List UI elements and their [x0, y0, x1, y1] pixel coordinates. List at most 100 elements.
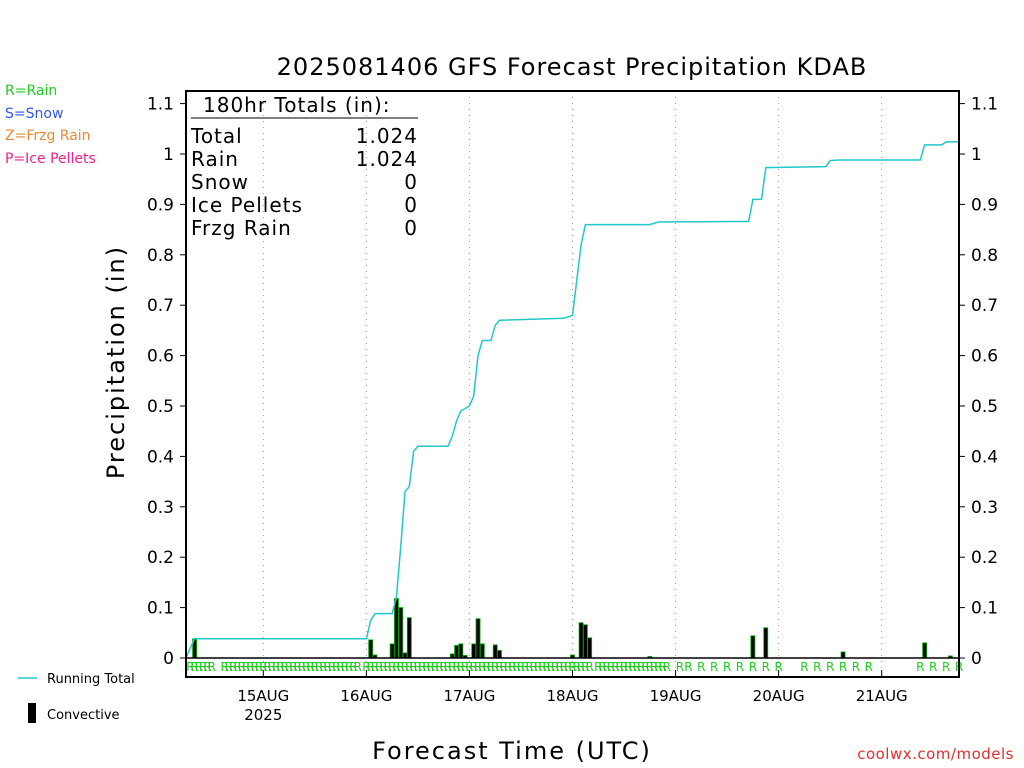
x-axis-label: Forecast Time (UTC) [372, 737, 652, 765]
totals-row-label: Rain [191, 147, 239, 171]
precip-type-marker: R [397, 660, 405, 674]
precip-type-marker: R [620, 660, 628, 674]
running-total-line [185, 141, 959, 659]
chart-title: 2025081406 GFS Forecast Precipitation KD… [277, 53, 868, 81]
precip-type-marker: R [560, 660, 568, 674]
precip-type-marker: R [276, 660, 284, 674]
convective-bar [479, 643, 485, 659]
convective-label: Convective [47, 708, 120, 723]
y-tick-label-right: 0.8 [971, 246, 998, 266]
x-tick-label: 18AUG [547, 687, 599, 705]
precip-type-marker: R [581, 660, 589, 674]
precip-type-marker: R [251, 660, 259, 674]
precip-type-marker: R [225, 660, 233, 674]
precip-type-marker: R [659, 660, 667, 674]
precip-type-marker: R [697, 660, 705, 674]
totals-row-label: Ice Pellets [191, 193, 303, 217]
y-tick-label-right: 0.9 [971, 195, 998, 215]
precip-type-marker: R [684, 660, 692, 674]
y-tick-label: 0 [163, 649, 174, 669]
precip-type-marker: R [504, 660, 512, 674]
legend-ice-pellets: P=Ice Pellets [5, 150, 96, 167]
precip-type-marker: R [203, 660, 211, 674]
y-tick-label: 1 [163, 145, 174, 165]
x-tick-label: 17AUG [443, 687, 495, 705]
convective-bar [471, 643, 477, 659]
precip-type-marker: R [242, 660, 250, 674]
legend-frzg-rain: Z=Frzg Rain [5, 128, 91, 144]
precip-type-marker: R [306, 660, 314, 674]
convective-bar [398, 607, 404, 659]
y-tick-label: 0.8 [147, 246, 174, 266]
y-tick-label-right: 0.3 [971, 498, 998, 518]
precip-type-marker: R [461, 660, 469, 674]
precip-type-marker: R [285, 660, 293, 674]
y-tick-label: 0.9 [147, 195, 174, 215]
precip-type-marker: R [521, 660, 529, 674]
precip-type-marker: R [637, 660, 645, 674]
precip-type-marker: R [281, 660, 289, 674]
precip-type-marker: R [431, 660, 439, 674]
totals-row-value: 0 [404, 216, 418, 240]
plot-frame [185, 90, 960, 678]
precip-type-marker: R [324, 660, 332, 674]
precip-type-marker: R [422, 660, 430, 674]
x-tick-label: 21AUG [856, 687, 908, 705]
precip-type-marker: R [500, 660, 508, 674]
precip-type-marker: R [800, 660, 808, 674]
precip-type-marker: R [336, 660, 344, 674]
y-tick-label-right: 0.7 [971, 296, 998, 316]
precip-type-marker: R [916, 660, 924, 674]
y-tick-label-right: 0.1 [971, 599, 998, 619]
convective-bar [475, 618, 481, 659]
convective-bar [922, 642, 928, 659]
y-tick-label: 0.4 [147, 447, 174, 467]
precip-type-marker: R [646, 660, 654, 674]
precip-type-marker: R [538, 660, 546, 674]
convective-bar [492, 644, 498, 659]
precip-type-marker: R [439, 660, 447, 674]
precip-type-marker: R [233, 660, 241, 674]
convective-bar [458, 643, 464, 659]
totals-row-label: Total [190, 124, 243, 148]
convective-bar [587, 637, 593, 659]
precip-type-marker: R [616, 660, 624, 674]
y-tick-label: 0.7 [147, 296, 174, 316]
y-axis-label: Precipitation (in) [102, 245, 130, 479]
precip-type-marker: R [319, 660, 327, 674]
precip-type-marker: R [418, 660, 426, 674]
y-tick-label-right: 1 [971, 145, 982, 165]
x-tick-label: 15AUG [237, 687, 289, 705]
precip-type-marker: R [345, 660, 353, 674]
convective-bar [840, 651, 846, 659]
precip-type-marker: R [263, 660, 271, 674]
precip-type-marker: R [813, 660, 821, 674]
precip-type-marker: R [302, 660, 310, 674]
precip-type-marker: R [624, 660, 632, 674]
precip-type-marker: R [736, 660, 744, 674]
precip-type-marker: R [427, 660, 435, 674]
precip-type-marker: R [603, 660, 611, 674]
legend-convective: Convective [28, 703, 120, 723]
precip-type-marker: R [315, 660, 323, 674]
precip-type-marker: R [555, 660, 563, 674]
precip-type-marker: R [474, 660, 482, 674]
precip-type-marker: R [547, 660, 555, 674]
y-tick-label-right: 0.5 [971, 397, 998, 417]
running-total-label: Running Total [47, 672, 135, 687]
precip-type-marker: R [598, 660, 606, 674]
precip-type-marker: R [586, 660, 594, 674]
precip-type-marker: R [388, 660, 396, 674]
precip-type-marker: R [513, 660, 521, 674]
precip-type-marker: R [710, 660, 718, 674]
y-tick-label-right: 0.6 [971, 347, 998, 367]
precip-type-marker: R [470, 660, 478, 674]
precip-type-marker: R [762, 660, 770, 674]
precip-type-marker: R [332, 660, 340, 674]
precip-type-marker: R [289, 660, 297, 674]
precip-type-marker: R [452, 660, 460, 674]
precip-type-marker: R [272, 660, 280, 674]
precip-type-marker: R [401, 660, 409, 674]
precip-type-marker: R [392, 660, 400, 674]
